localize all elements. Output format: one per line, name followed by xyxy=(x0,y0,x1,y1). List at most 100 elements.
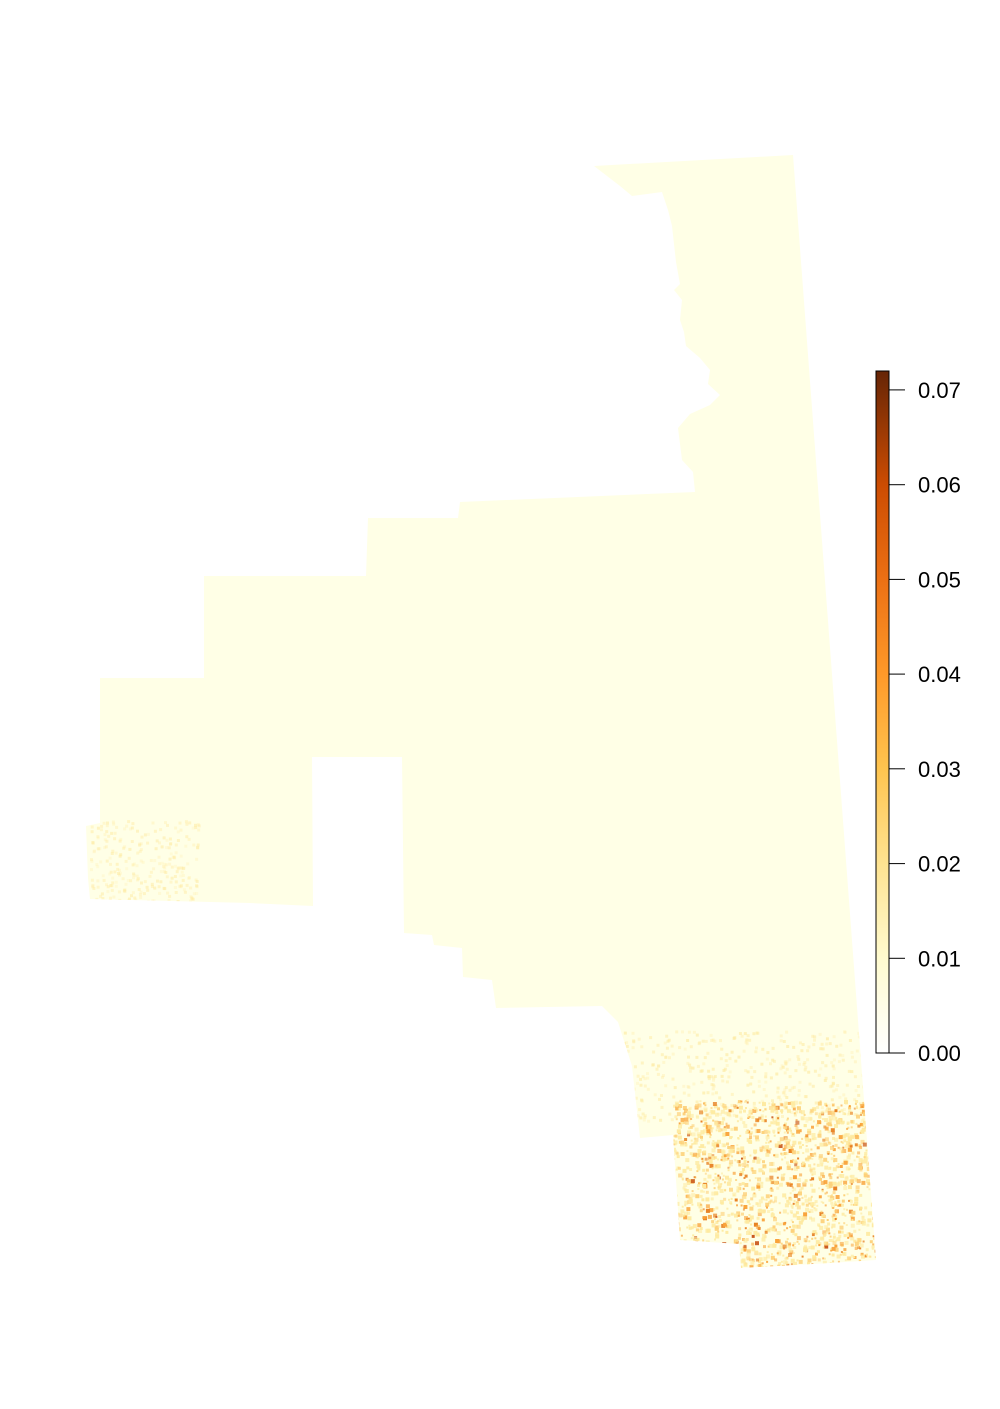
hotspot-cell xyxy=(853,1098,857,1102)
hotspot-cell xyxy=(701,1039,705,1043)
hotspot-cell xyxy=(675,1106,679,1111)
hotspot-cell xyxy=(841,1269,844,1272)
hotspot-cell xyxy=(743,1205,748,1209)
hotspot-cell xyxy=(700,1130,705,1134)
hotspot-cell xyxy=(682,1270,686,1274)
hotspot-cell xyxy=(782,1040,786,1043)
hotspot-cell xyxy=(860,1129,865,1134)
hotspot-cell xyxy=(845,1133,850,1138)
hotspot-cell xyxy=(720,1109,725,1114)
hotspot-cell xyxy=(743,1196,747,1200)
hotspot-cell xyxy=(132,872,136,876)
hotspot-cell xyxy=(753,1149,758,1154)
hotspot-cell xyxy=(757,1203,762,1207)
hotspot-cell xyxy=(99,828,103,832)
hotspot-cell xyxy=(139,842,143,846)
hotspot-cell xyxy=(719,1039,722,1043)
hotspot-cell xyxy=(743,1248,747,1252)
hotspot-cell xyxy=(689,1113,694,1118)
hotspot-cell xyxy=(846,1232,851,1237)
hotspot-cell xyxy=(850,1243,854,1247)
hotspot-cell xyxy=(752,1259,756,1263)
hotspot-cell xyxy=(738,1163,742,1167)
hotspot-cell xyxy=(868,1122,872,1125)
hotspot-cell xyxy=(715,1247,719,1251)
hotspot-cell xyxy=(90,825,94,829)
hotspot-cell xyxy=(830,1110,835,1115)
hotspot-cell xyxy=(715,1260,720,1265)
hotspot-cell xyxy=(780,1103,784,1107)
hotspot-cell xyxy=(796,1055,800,1059)
hotspot-cell xyxy=(691,1066,695,1070)
hotspot-cell xyxy=(715,1164,718,1167)
hotspot-cell xyxy=(700,1139,703,1141)
hotspot-cell xyxy=(765,1141,768,1144)
hotspot-cell xyxy=(853,1159,856,1162)
hotspot-cell xyxy=(123,845,127,849)
hotspot-cell xyxy=(657,1064,660,1068)
hotspot-cell xyxy=(770,1255,775,1260)
hotspot-cell xyxy=(718,1183,722,1188)
hotspot-cell xyxy=(769,1062,772,1066)
hotspot-cell xyxy=(760,1099,764,1103)
hotspot-cell xyxy=(805,1145,808,1147)
hotspot-cell xyxy=(714,1250,717,1253)
hotspot-cell xyxy=(845,1224,848,1226)
hotspot-cell xyxy=(641,1075,645,1079)
hotspot-cell xyxy=(762,1164,767,1169)
hotspot-cell xyxy=(700,1267,704,1268)
hotspot-cell xyxy=(829,1195,833,1198)
hotspot-cell xyxy=(875,1124,876,1128)
hotspot-cell xyxy=(131,891,135,895)
hotspot-cell xyxy=(748,1110,753,1115)
hotspot-cell xyxy=(823,1157,828,1162)
hotspot-cell xyxy=(733,1036,737,1040)
hotspot-cell xyxy=(756,1216,760,1220)
hotspot-cell xyxy=(751,1247,756,1252)
hotspot-cell xyxy=(689,1152,693,1156)
hotspot-cell xyxy=(850,1216,855,1221)
hotspot-cell xyxy=(779,1034,783,1038)
hotspot-cell xyxy=(772,1243,777,1248)
hotspot-cell xyxy=(715,1221,719,1224)
hotspot-cell xyxy=(160,845,164,849)
hotspot-cell xyxy=(711,1110,716,1115)
hotspot-cell xyxy=(804,1179,808,1183)
hotspot-cell xyxy=(733,1126,738,1131)
hotspot-cell xyxy=(814,1144,817,1147)
hotspot-cell xyxy=(748,1214,751,1216)
hotspot-cell xyxy=(118,898,122,902)
hotspot-cell xyxy=(703,1177,707,1181)
hotspot-cell xyxy=(830,1061,834,1065)
hotspot-cell xyxy=(730,1127,734,1131)
hotspot-cell xyxy=(146,841,150,845)
hotspot-cell xyxy=(783,1071,787,1075)
hotspot-cell xyxy=(752,1109,757,1113)
hotspot-cell xyxy=(135,864,139,868)
hotspot-cell xyxy=(118,871,122,875)
hotspot-cell xyxy=(755,1241,759,1246)
hotspot-cell xyxy=(752,1205,755,1207)
hotspot-cell xyxy=(879,1108,882,1111)
hotspot-cell xyxy=(707,1259,710,1262)
hotspot-cell xyxy=(782,1268,784,1270)
hotspot-cell xyxy=(832,1191,836,1195)
hotspot-cell xyxy=(824,1165,829,1170)
hotspot-cell xyxy=(683,1256,687,1260)
hotspot-cell xyxy=(856,1220,861,1225)
hotspot-cell xyxy=(804,1198,809,1203)
hotspot-cell xyxy=(135,874,139,878)
hotspot-cell xyxy=(870,1134,874,1138)
hotspot-cell xyxy=(759,1146,764,1151)
hotspot-cell xyxy=(192,892,196,896)
hotspot-cell xyxy=(195,884,199,888)
hotspot-cell xyxy=(811,1171,816,1176)
hotspot-cell xyxy=(831,1082,835,1086)
hotspot-cell xyxy=(127,856,131,860)
hotspot-cell xyxy=(750,1127,753,1130)
hotspot-cell xyxy=(861,1109,866,1114)
hotspot-cell xyxy=(734,1263,737,1266)
hotspot-cell xyxy=(676,1222,680,1226)
hotspot-cell xyxy=(740,1102,743,1105)
hotspot-cell xyxy=(829,1261,832,1264)
